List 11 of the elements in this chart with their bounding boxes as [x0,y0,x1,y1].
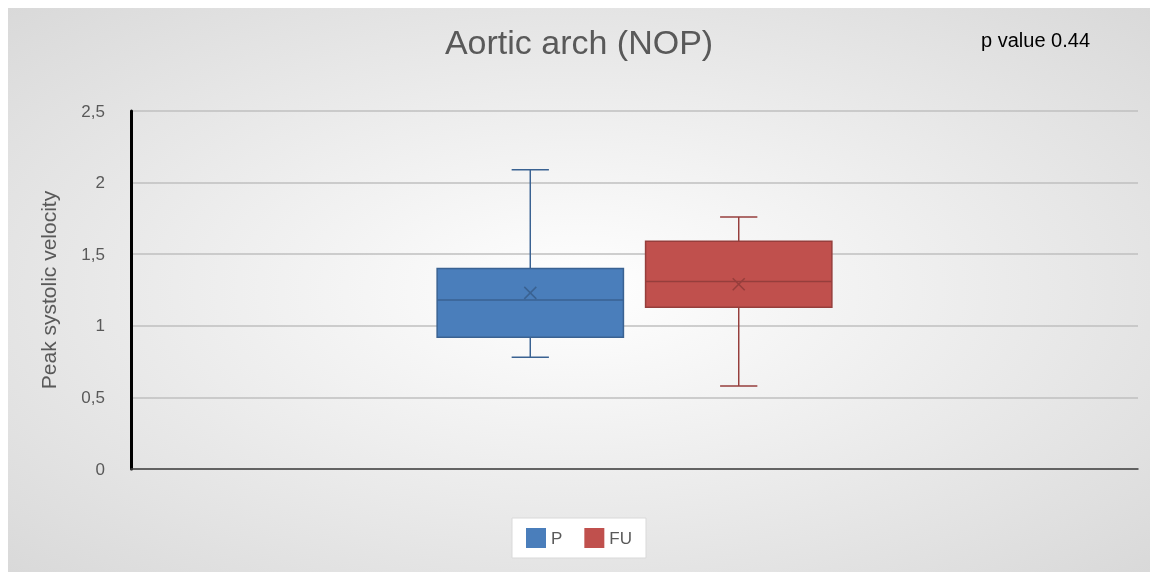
text: p value 0.44 [981,29,1091,51]
y-tick-label: 1,5 [81,244,105,264]
legend-label: FU [609,528,633,548]
y-tick-label: 0 [95,459,105,479]
y-axis-title: Peak systolic velocity [37,190,60,390]
chart-title: Aortic arch (NOP) [444,23,714,61]
y-tick-label: 2 [95,173,105,193]
legend-label: P [551,528,563,548]
y-tick-label: 2,5 [81,101,105,121]
y-tick-label: 0,5 [81,387,105,407]
y-tick-label: 1 [95,316,105,336]
